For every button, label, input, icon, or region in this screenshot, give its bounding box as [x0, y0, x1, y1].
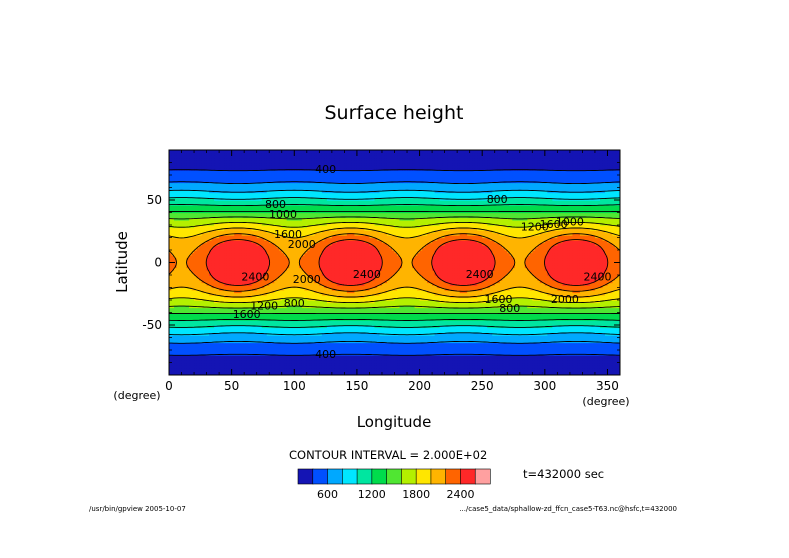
chart-title: Surface height	[325, 102, 464, 124]
